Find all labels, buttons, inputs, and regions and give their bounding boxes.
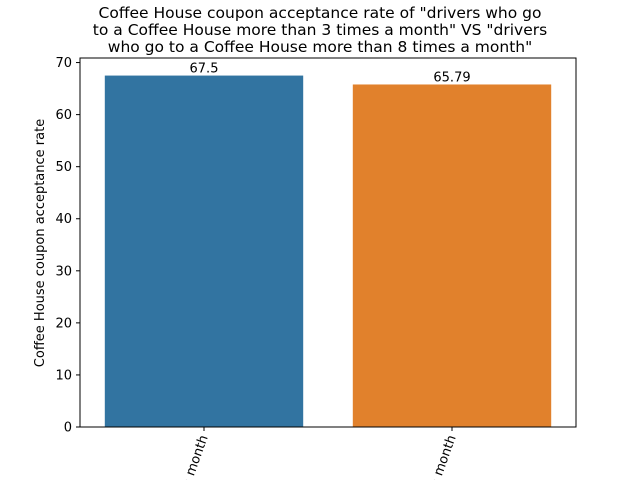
axes-frame — [79, 57, 577, 428]
y-tick-label: 70 — [55, 56, 72, 71]
y-tick-label: 0 — [64, 421, 72, 436]
value-label: 67.5 — [190, 62, 219, 77]
y-tick-label: 40 — [55, 212, 72, 227]
bar — [104, 75, 304, 428]
y-tick-label: 10 — [55, 368, 72, 383]
y-tick-label: 20 — [55, 316, 72, 331]
y-tick-label: 50 — [55, 160, 72, 175]
y-tick-label: 30 — [55, 264, 72, 279]
bar — [352, 84, 552, 427]
y-axis-label: Coffee House coupon acceptance rate — [33, 119, 48, 367]
x-tick-label: drivers who go to a Coffee House more th… — [61, 433, 212, 480]
chart-title: Coffee House coupon acceptance rate of "… — [93, 4, 547, 56]
x-tick-label: drivers who go to a Coffee House more th… — [309, 433, 460, 480]
y-tick-label: 60 — [55, 108, 72, 123]
value-label: 65.79 — [433, 70, 470, 85]
